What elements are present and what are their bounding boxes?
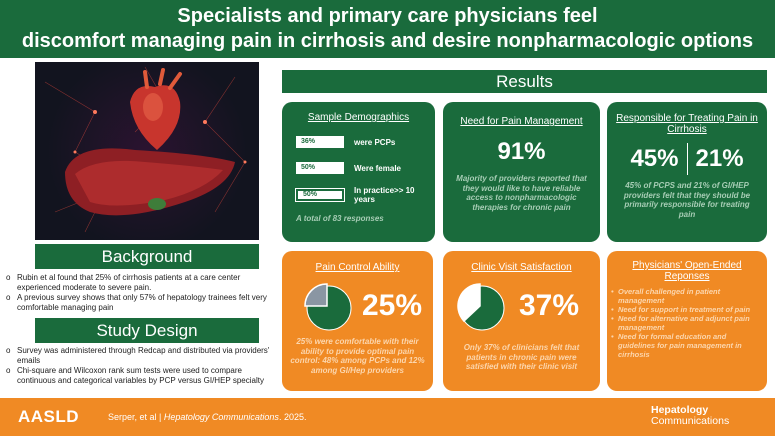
demo-row-practice: 50% In practice>> 10 years — [295, 186, 416, 204]
study-design-heading: Study Design — [35, 318, 259, 343]
responsible-divider — [686, 143, 688, 175]
open-ended-card: Physicians' Open-Ended Reponses Overall … — [607, 251, 767, 391]
footer-bar: AASLD Serper, et al | Hepatology Communi… — [0, 398, 775, 436]
sample-total-note: A total of 83 responses — [296, 214, 384, 223]
open-ended-item-4: Need for formal education and guidelines… — [611, 332, 761, 359]
responsible-treating-card: Responsible for Treating Pain in Cirrhos… — [607, 102, 767, 242]
open-ended-list: Overall challenged in patient management… — [611, 287, 761, 359]
open-ended-item-3: Need for alternative and adjunct pain ma… — [611, 314, 761, 332]
open-ended-item-2: Need for support in treatment of pain — [611, 305, 761, 314]
demo-row-female: 50% Were female — [296, 162, 401, 174]
demo-label-female: Were female — [354, 163, 401, 173]
clinic-satisfaction-card: Clinic Visit Satisfaction 37% Only 37% o… — [443, 251, 600, 391]
study-design-bullets: Survey was administered through Redcap a… — [6, 346, 281, 386]
clinic-satisfaction-pie — [457, 283, 505, 331]
study-design-bullet-2: Chi-square and Wilcoxon rank sum tests w… — [6, 366, 281, 385]
demo-value-practice: 50% — [295, 188, 345, 202]
clinic-satisfaction-title: Clinic Visit Satisfaction — [471, 262, 572, 273]
background-bullet-2: A previous survey shows that only 57% of… — [6, 293, 281, 312]
clinic-satisfaction-pie-value-slice — [457, 283, 481, 323]
aasld-wordmark: AASLD — [18, 407, 80, 426]
sample-demographics-title: Sample Demographics — [307, 112, 410, 123]
responsible-value-gi: 21% — [695, 145, 744, 172]
background-bullets: Rubin et al found that 25% of cirrhosis … — [6, 273, 281, 313]
need-pain-management-note: Majority of providers reported that they… — [456, 174, 587, 212]
results-heading: Results — [282, 70, 767, 93]
pain-control-pie-value-slice — [304, 283, 328, 307]
citation: Serper, et al | Hepatology Communication… — [108, 412, 306, 422]
open-ended-title: Physicians' Open-Ended Reponses — [632, 260, 742, 282]
need-pain-management-title: Need for Pain Management — [460, 116, 583, 127]
poster-title-line-1: Specialists and primary care physicians … — [177, 5, 598, 27]
responsible-note: 45% of PCPS and 21% of GI/HEP providers … — [623, 181, 751, 219]
journal-logo-line-2: Communications — [651, 415, 730, 427]
pain-control-pie — [304, 283, 352, 331]
demo-label-practice: In practice>> 10 years — [354, 186, 415, 204]
background-bullet-1: Rubin et al found that 25% of cirrhosis … — [6, 273, 281, 292]
poster-header: Specialists and primary care physicians … — [0, 0, 775, 58]
demo-value-female: 50% — [296, 162, 344, 174]
demo-label-pcps: were PCPs — [354, 137, 396, 147]
pain-control-card: Pain Control Ability 25% 25% were comfor… — [282, 251, 433, 391]
poster-title-line-2: discomfort managing pain in cirrhosis an… — [21, 30, 754, 52]
pain-control-note: 25% were comfortable with their ability … — [290, 337, 425, 375]
citation-year: . 2025. — [278, 412, 307, 422]
pain-control-value: 25% — [362, 289, 423, 322]
liver-heart-icon — [44, 66, 247, 233]
sample-demographics-card: Sample Demographics 36% were PCPs 50% We… — [282, 102, 435, 242]
liver-heart-illustration — [35, 62, 259, 240]
open-ended-item-1: Overall challenged in patient management — [611, 287, 761, 305]
background-heading: Background — [35, 244, 259, 269]
responsible-treating-title: Responsible for Treating Pain in Cirrhos… — [616, 113, 758, 135]
study-design-bullet-1: Survey was administered through Redcap a… — [6, 346, 281, 365]
journal-logo: Hepatology Communications — [651, 405, 729, 427]
aasld-logo: AASLD — [18, 407, 79, 427]
demo-value-pcps: 36% — [296, 136, 344, 148]
need-pain-management-card: Need for Pain Management 91% Majority of… — [443, 102, 600, 242]
citation-authors: Serper, et al | — [108, 412, 164, 422]
clinic-satisfaction-value: 37% — [519, 289, 580, 322]
demo-row-pcps: 36% were PCPs — [296, 136, 395, 148]
need-pain-management-value: 91% — [497, 138, 546, 165]
journal-logo-line-1: Hepatology — [651, 404, 709, 416]
citation-journal: Hepatology Communications — [163, 412, 279, 422]
pain-control-title: Pain Control Ability — [315, 262, 400, 273]
clinic-satisfaction-note: Only 37% of clinicians felt that patient… — [463, 343, 580, 371]
responsible-values: 45% 21% — [607, 143, 767, 175]
responsible-value-pcp: 45% — [630, 145, 679, 172]
